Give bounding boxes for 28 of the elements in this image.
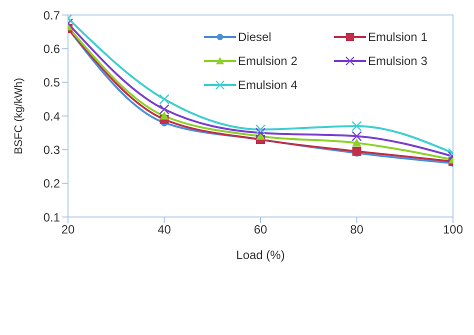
legend-label: Diesel xyxy=(238,30,272,44)
legend-label: Emulsion 2 xyxy=(238,54,298,68)
legend-label: Emulsion 1 xyxy=(368,30,428,44)
x-tick-label: 40 xyxy=(158,222,172,237)
y-tick-label: 0.4 xyxy=(43,109,60,124)
point xyxy=(255,128,266,138)
point xyxy=(255,124,266,135)
point xyxy=(159,104,170,114)
point xyxy=(352,146,362,156)
x-tick-label: 80 xyxy=(350,222,364,237)
x-tick-label: 100 xyxy=(442,222,464,237)
point xyxy=(352,138,362,147)
point xyxy=(160,112,169,120)
y-tick-label: 0.3 xyxy=(43,142,60,157)
point xyxy=(352,131,362,142)
x-axis-title: Load (%) xyxy=(236,248,285,262)
legend-label: Emulsion 3 xyxy=(368,54,428,68)
point xyxy=(159,94,170,104)
y-tick-label: 0.6 xyxy=(43,42,60,56)
legend-label: Emulsion 4 xyxy=(238,78,298,92)
y-axis-title: BSFC (kg/kWh) xyxy=(12,78,25,154)
point xyxy=(352,121,362,132)
y-tick-label: 0.7 xyxy=(43,8,60,22)
x-tick-label: 20 xyxy=(61,222,75,237)
y-tick-label: 0.5 xyxy=(43,76,60,90)
x-tick-label: 60 xyxy=(254,222,268,237)
y-tick-label: 0.2 xyxy=(43,176,60,191)
y-tick-label: 0.1 xyxy=(43,210,60,224)
